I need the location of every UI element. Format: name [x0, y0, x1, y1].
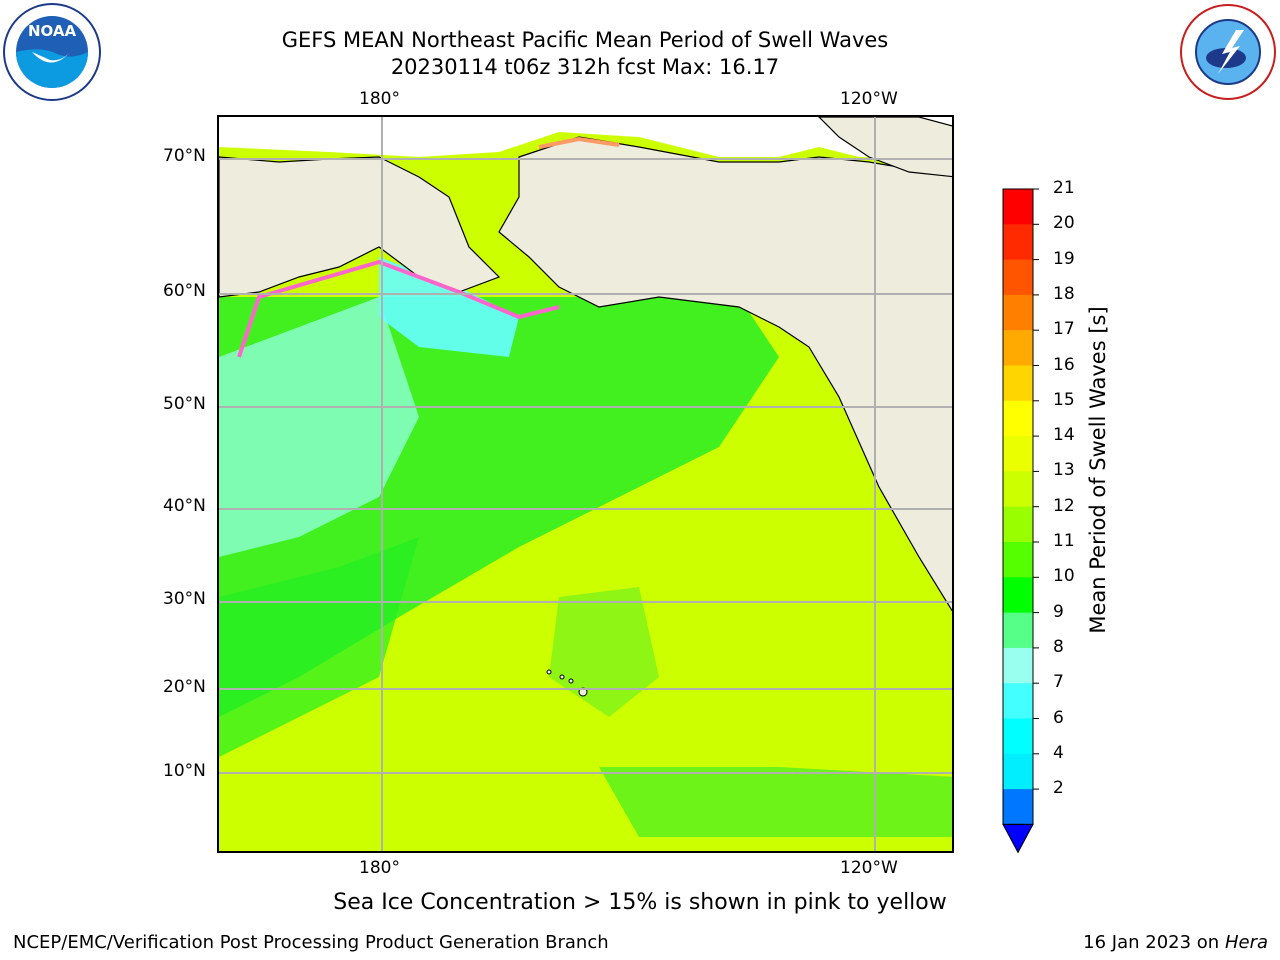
lat-label-60n: 60°N — [163, 281, 206, 301]
sea-ice-edge — [237, 259, 560, 358]
colorbar-swatch — [1003, 436, 1033, 472]
footer-date: 16 Jan 2023 on Hera — [1083, 932, 1268, 953]
colorbar-swatch — [1003, 294, 1033, 331]
colorbar-swatch — [1003, 647, 1033, 684]
bottom-lon-label-180: 180° — [359, 858, 400, 878]
colorbar-swatch — [1003, 259, 1033, 296]
arctic-islands-land — [818, 117, 952, 178]
colorbar-tick-label: 4 — [1053, 742, 1064, 763]
lat-label-40n: 40°N — [163, 496, 206, 516]
swell-west-band — [219, 537, 419, 757]
lat-label-70n: 70°N — [163, 146, 206, 166]
top-lon-label-120w: 120°W — [840, 89, 898, 109]
swell-south-band — [599, 767, 952, 837]
colorbar-tick-label: 19 — [1053, 248, 1075, 269]
colorbar-swatch — [1003, 718, 1033, 755]
map-panel — [217, 115, 954, 853]
sea-ice-note: Sea Ice Concentration > 15% is shown in … — [333, 890, 947, 915]
colorbar-tick-label: 11 — [1053, 531, 1075, 551]
footer-machine: Hera — [1224, 932, 1268, 953]
colorbar-swatch — [1003, 400, 1033, 437]
colorbar-swatch — [1003, 753, 1033, 790]
colorbar-swatch — [1003, 224, 1033, 261]
arctic-ocean — [219, 117, 952, 157]
colorbar-swatch — [1003, 577, 1033, 614]
colorbar-swatch — [1003, 612, 1033, 649]
colorbar-tick-label: 20 — [1053, 213, 1075, 234]
colorbar-swatch — [1003, 365, 1033, 402]
lat-label-20n: 20°N — [163, 677, 206, 697]
footer-credit: NCEP/EMC/Verification Post Processing Pr… — [13, 932, 609, 953]
colorbar-under-triangle — [1002, 823, 1034, 854]
colorbar-swatch — [1003, 189, 1033, 225]
colorbar-tick-label: 6 — [1053, 707, 1064, 728]
chart-title: GEFS MEAN Northeast Pacific Mean Period … — [281, 28, 889, 52]
nws-logo — [1178, 2, 1278, 102]
top-lon-label-180: 180° — [359, 89, 400, 109]
colorbar-tick-label: 2 — [1053, 778, 1064, 799]
map-gridlines — [219, 117, 952, 851]
colorbar-tick-label: 18 — [1053, 283, 1075, 304]
swell-8-9s-region — [219, 297, 419, 557]
colorbar-swatch — [1003, 330, 1033, 366]
colorbar-swatch — [1003, 506, 1033, 543]
colorbar-tick-label: 15 — [1053, 389, 1075, 410]
colorbar-tick-label: 14 — [1053, 425, 1075, 446]
colorbar-frame — [1002, 188, 1034, 825]
colorbar-tick-label: 21 — [1053, 178, 1075, 198]
colorbar-tick-label: 16 — [1053, 354, 1075, 375]
colorbar-swatch — [1003, 683, 1033, 719]
colorbar-tick-label: 17 — [1053, 319, 1075, 340]
colorbar-swatch — [1003, 542, 1033, 578]
swell-hawaii-region — [549, 587, 659, 717]
colorbar-swatch — [1003, 789, 1033, 825]
footer-date-text: 16 Jan 2023 on — [1083, 932, 1225, 953]
colorbar-tick-label: 13 — [1053, 460, 1075, 481]
colorbar-tick-label: 12 — [1053, 495, 1075, 516]
colorbar-label: Mean Period of Swell Waves [s] — [1086, 306, 1110, 634]
colorbar-tick-label: 7 — [1053, 672, 1064, 693]
lat-label-50n: 50°N — [163, 394, 206, 414]
noaa-logo-text: NOAA — [28, 22, 77, 40]
colorbar-tick-label: 10 — [1053, 566, 1075, 587]
map-canvas — [219, 117, 952, 851]
chart-subtitle: 20230114 t06z 312h fcst Max: 16.17 — [390, 55, 780, 79]
colorbar-tick-label: 9 — [1053, 601, 1064, 622]
bottom-lon-label-120w: 120°W — [840, 858, 898, 878]
colorbar-tick-label: 8 — [1053, 636, 1064, 657]
lat-label-30n: 30°N — [163, 589, 206, 609]
north-america-land — [498, 136, 952, 612]
swell-7-8s-region — [379, 257, 519, 357]
lat-label-10n: 10°N — [163, 761, 206, 781]
noaa-logo: NOAA — [2, 2, 102, 102]
colorbar-swatch — [1003, 471, 1033, 508]
sea-ice-edge-north — [538, 136, 620, 149]
